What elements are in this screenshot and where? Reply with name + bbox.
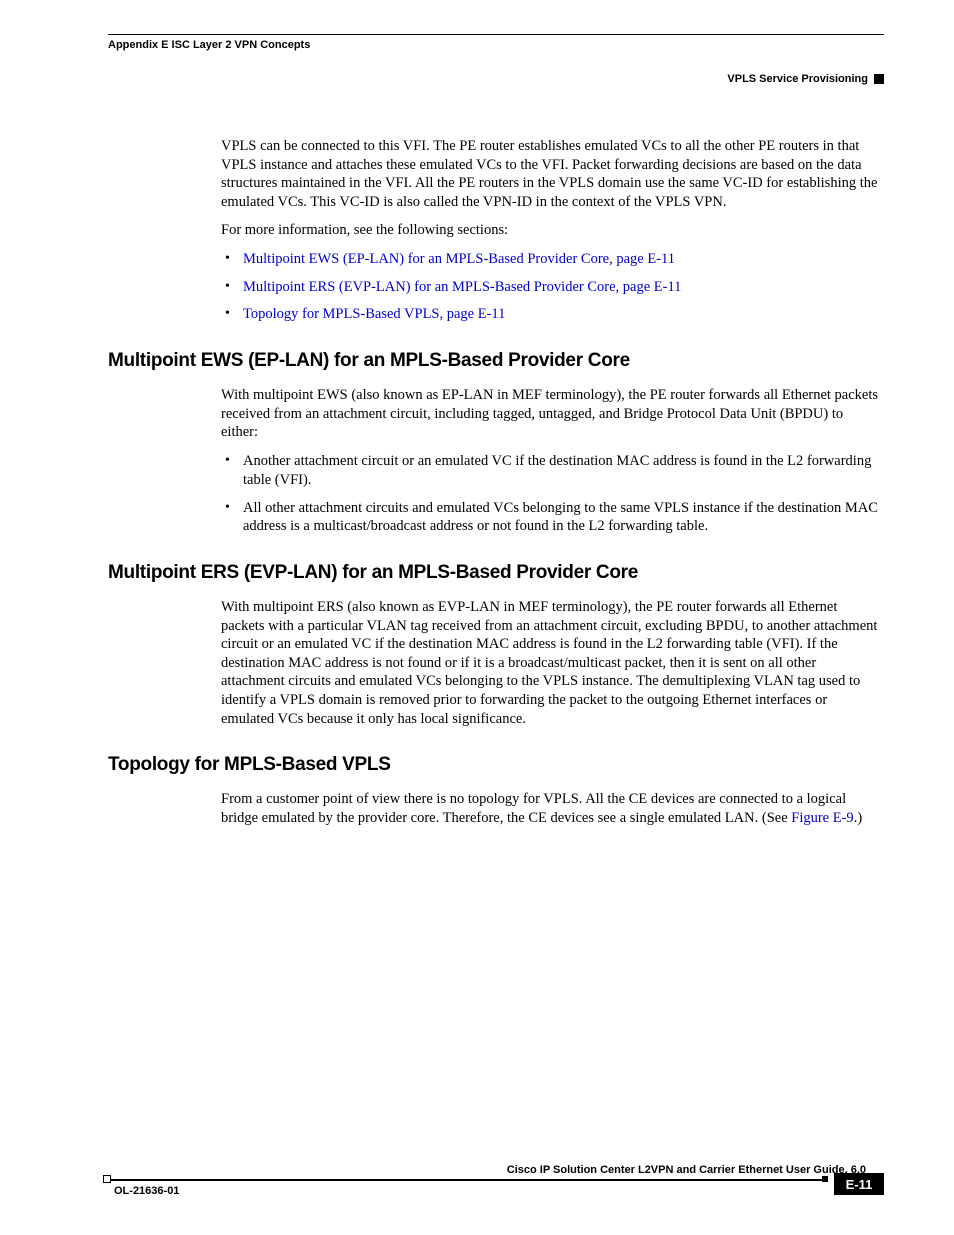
list-item: All other attachment circuits and emulat… (221, 499, 881, 537)
intro-link-list: Multipoint EWS (EP-LAN) for an MPLS-Base… (221, 250, 881, 325)
footer-rule (108, 1179, 828, 1181)
ews-paragraph-1: With multipoint EWS (also known as EP-LA… (221, 386, 881, 442)
section-heading-ers: Multipoint ERS (EVP-LAN) for an MPLS-Bas… (108, 562, 884, 584)
intro-paragraph-2: For more information, see the following … (221, 221, 881, 240)
topology-paragraph-1: From a customer point of view there is n… (221, 790, 881, 827)
footer-left-marker-icon (103, 1175, 111, 1183)
list-item: Multipoint ERS (EVP-LAN) for an MPLS-Bas… (221, 278, 881, 297)
list-item: Topology for MPLS-Based VPLS, page E-11 (221, 305, 881, 324)
intro-paragraph-1: VPLS can be connected to this VFI. The P… (221, 137, 881, 211)
list-item: Multipoint EWS (EP-LAN) for an MPLS-Base… (221, 250, 881, 269)
ews-bullet-list: Another attachment circuit or an emulate… (221, 452, 881, 536)
topology-text-post: .) (854, 810, 862, 826)
page-footer: Cisco IP Solution Center L2VPN and Carri… (108, 1164, 884, 1201)
header-rule (108, 34, 884, 35)
figure-xref-link[interactable]: Figure E-9 (791, 810, 853, 826)
footer-right-marker-icon (822, 1176, 828, 1182)
ers-paragraph-1: With multipoint ERS (also known as EVP-L… (221, 598, 881, 728)
footer-doc-title: Cisco IP Solution Center L2VPN and Carri… (108, 1164, 884, 1176)
section-heading-topology: Topology for MPLS-Based VPLS (108, 754, 884, 776)
footer-doc-id: OL-21636-01 (114, 1185, 179, 1197)
xref-link[interactable]: Topology for MPLS-Based VPLS, page E-11 (243, 306, 505, 322)
header-left: Appendix E ISC Layer 2 VPN Concepts (108, 39, 310, 51)
footer-page-number: E-11 (834, 1173, 884, 1195)
list-item: Another attachment circuit or an emulate… (221, 452, 881, 490)
section-heading-ews: Multipoint EWS (EP-LAN) for an MPLS-Base… (108, 350, 884, 372)
header-end-marker-icon (874, 74, 884, 84)
header-right: VPLS Service Provisioning (727, 73, 868, 85)
topology-text-pre: From a customer point of view there is n… (221, 791, 846, 826)
xref-link[interactable]: Multipoint ERS (EVP-LAN) for an MPLS-Bas… (243, 279, 681, 295)
xref-link[interactable]: Multipoint EWS (EP-LAN) for an MPLS-Base… (243, 251, 675, 267)
